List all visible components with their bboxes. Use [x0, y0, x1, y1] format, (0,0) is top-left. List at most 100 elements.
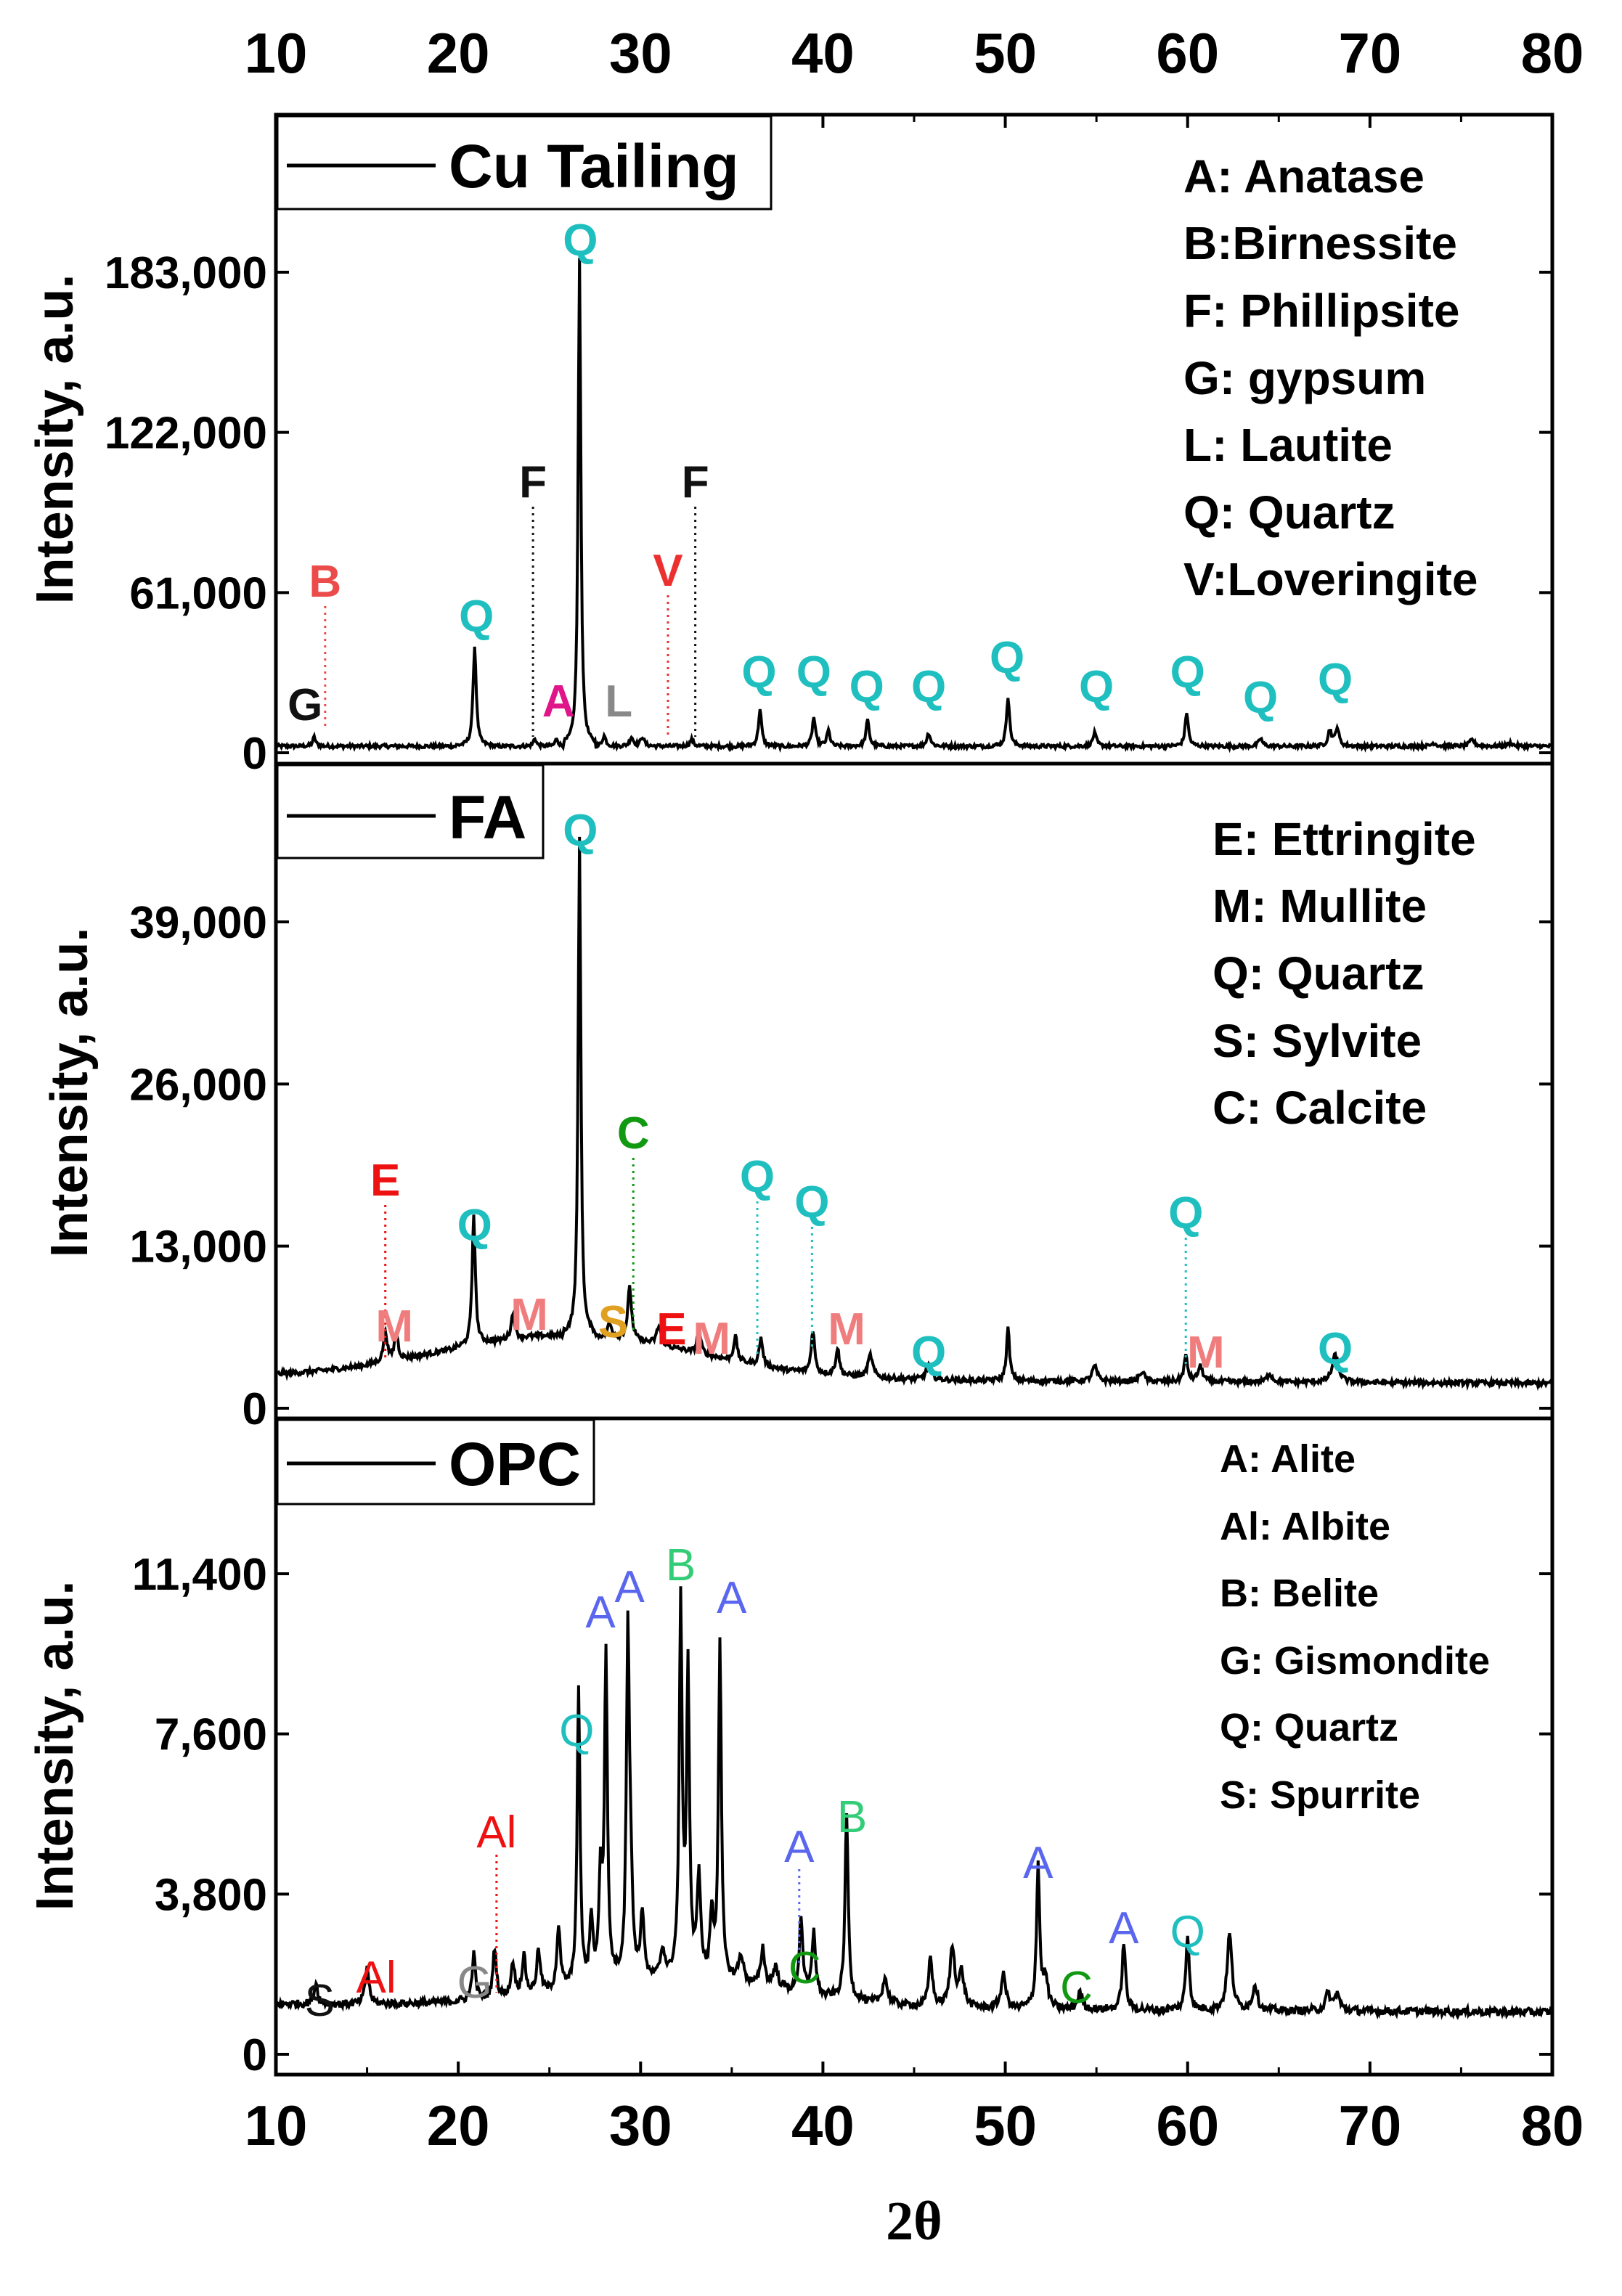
key-cu-2: F: Phillipsite	[1183, 285, 1459, 337]
x-tick-label-bottom: 70	[1338, 2093, 1401, 2157]
y-tick-label: 13,000	[129, 1222, 267, 1272]
x-tick-label-top: 60	[1156, 21, 1219, 85]
peak-label: Q	[1170, 1907, 1205, 1957]
y-tick-label: 0	[243, 1384, 267, 1434]
y-tick-label: 3,800	[155, 1870, 267, 1920]
peak-label: E	[656, 1304, 686, 1355]
peak-label: F	[682, 457, 709, 507]
peak-label: F	[519, 457, 547, 507]
peak-label: Q	[1168, 1188, 1203, 1238]
peak-label: Q	[459, 592, 494, 642]
key-fa-2: Q: Quartz	[1213, 947, 1425, 1000]
peak-label: A	[615, 1562, 645, 1612]
y-axis-title-fa: Intensity, a.u.	[41, 928, 99, 1258]
x-axis-bottom: 10 20 30 40 50 60 70 80	[245, 2062, 1584, 2157]
key-opc-5: S: Spurrite	[1220, 1773, 1420, 1817]
key-opc-2: B: Belite	[1220, 1572, 1379, 1615]
key-cu-0: A: Anatase	[1183, 150, 1425, 203]
y-tick-label: 0	[243, 2030, 267, 2080]
peak-label: Al	[476, 1807, 516, 1858]
key-cu-5: Q: Quartz	[1183, 486, 1395, 539]
peak-label: A	[717, 1573, 747, 1623]
phase-key-fa: E: Ettringite M: Mullite Q: Quartz S: Sy…	[1213, 813, 1476, 1134]
x-axis-top: 10 20 30 40 50 60 70 80	[245, 21, 1584, 128]
peak-label: Q	[911, 1328, 946, 1378]
y-axis-title-opc: Intensity, a.u.	[26, 1581, 84, 1911]
peak-label: B	[666, 1540, 696, 1590]
key-opc-0: A: Alite	[1220, 1437, 1356, 1481]
peak-label: M	[828, 1304, 865, 1355]
x-tick-label-bottom: 10	[245, 2093, 308, 2157]
peak-label: S	[305, 1976, 335, 2026]
y-tick-label: 183,000	[105, 248, 267, 298]
peak-label: Q	[990, 633, 1024, 683]
x-tick-label-bottom: 30	[609, 2093, 672, 2157]
key-fa-3: S: Sylvite	[1213, 1015, 1422, 1067]
x-tick-label-top: 30	[609, 21, 672, 85]
series-line-opc	[275, 1586, 1554, 2021]
peak-label: Q	[563, 216, 598, 266]
peak-label: Q	[559, 1706, 594, 1756]
y-tick-label: 26,000	[129, 1060, 267, 1110]
series-line-cu-tailing	[274, 258, 1552, 753]
peak-label: M	[375, 1302, 413, 1352]
peak-label: M	[510, 1290, 548, 1340]
peak-label: A	[1023, 1838, 1054, 1888]
x-tick-label-bottom: 50	[974, 2093, 1037, 2157]
peak-label: Q	[1170, 647, 1205, 698]
peak-label: G	[457, 1958, 492, 2008]
peak-label: Q	[740, 1152, 775, 1202]
x-tick-label-bottom: 60	[1156, 2093, 1219, 2157]
peak-label: Q	[1318, 1324, 1353, 1374]
phase-key-cu: A: Anatase B:Birnessite F: Phillipsite G…	[1183, 150, 1478, 605]
legend-label-fa: FA	[449, 783, 526, 851]
peak-label: M	[1187, 1328, 1225, 1378]
legend-label-cu: Cu Tailing	[449, 132, 739, 200]
y-tick-label: 61,000	[129, 568, 267, 618]
peak-label: M	[693, 1314, 730, 1364]
peak-label: Q	[563, 806, 598, 856]
x-axis-title: 2θ	[886, 2191, 942, 2252]
x-tick-label-bottom: 40	[791, 2093, 855, 2157]
peak-label: Q	[1079, 662, 1114, 712]
peak-label: L	[605, 677, 632, 727]
peak-label: B	[837, 1792, 867, 1842]
peak-label: Q	[796, 647, 831, 698]
peak-label: B	[309, 557, 341, 607]
peak-label: Al	[356, 1953, 396, 2003]
key-opc-1: Al: Albite	[1220, 1505, 1390, 1548]
key-cu-4: L: Lautite	[1183, 419, 1393, 471]
peak-label: Q	[911, 662, 946, 712]
peak-label: Q	[1318, 655, 1353, 705]
key-cu-3: G: gypsum	[1183, 352, 1426, 404]
peak-label: Q	[849, 662, 884, 712]
key-opc-4: Q: Quartz	[1220, 1706, 1398, 1749]
peak-label: E	[370, 1156, 400, 1206]
peak-label: A	[542, 677, 575, 727]
y-tick-label: 122,000	[105, 409, 267, 459]
y-axis-opc: 0 3,800 7,600 11,400	[132, 1550, 1552, 2080]
peak-label: Q	[794, 1177, 829, 1227]
x-tick-label-top: 70	[1338, 21, 1401, 85]
key-fa-1: M: Mullite	[1213, 880, 1427, 932]
x-tick-label-top: 50	[974, 21, 1037, 85]
legend-box-fa	[276, 764, 545, 859]
key-opc-3: G: Gismondite	[1220, 1639, 1490, 1683]
y-tick-label: 7,600	[155, 1710, 267, 1760]
x-tick-label-bottom: 20	[427, 2093, 490, 2157]
peak-label: C	[788, 1943, 821, 1993]
peak-label: Q	[457, 1201, 492, 1251]
peak-label: C	[1060, 1963, 1093, 2013]
y-axis-fa: 0 13,000 26,000 39,000	[129, 898, 1552, 1434]
peak-label: C	[617, 1108, 650, 1159]
y-axis-title-cu: Intensity, a.u.	[26, 274, 84, 605]
peak-label: S	[598, 1297, 628, 1347]
peak-label: V	[653, 546, 682, 596]
